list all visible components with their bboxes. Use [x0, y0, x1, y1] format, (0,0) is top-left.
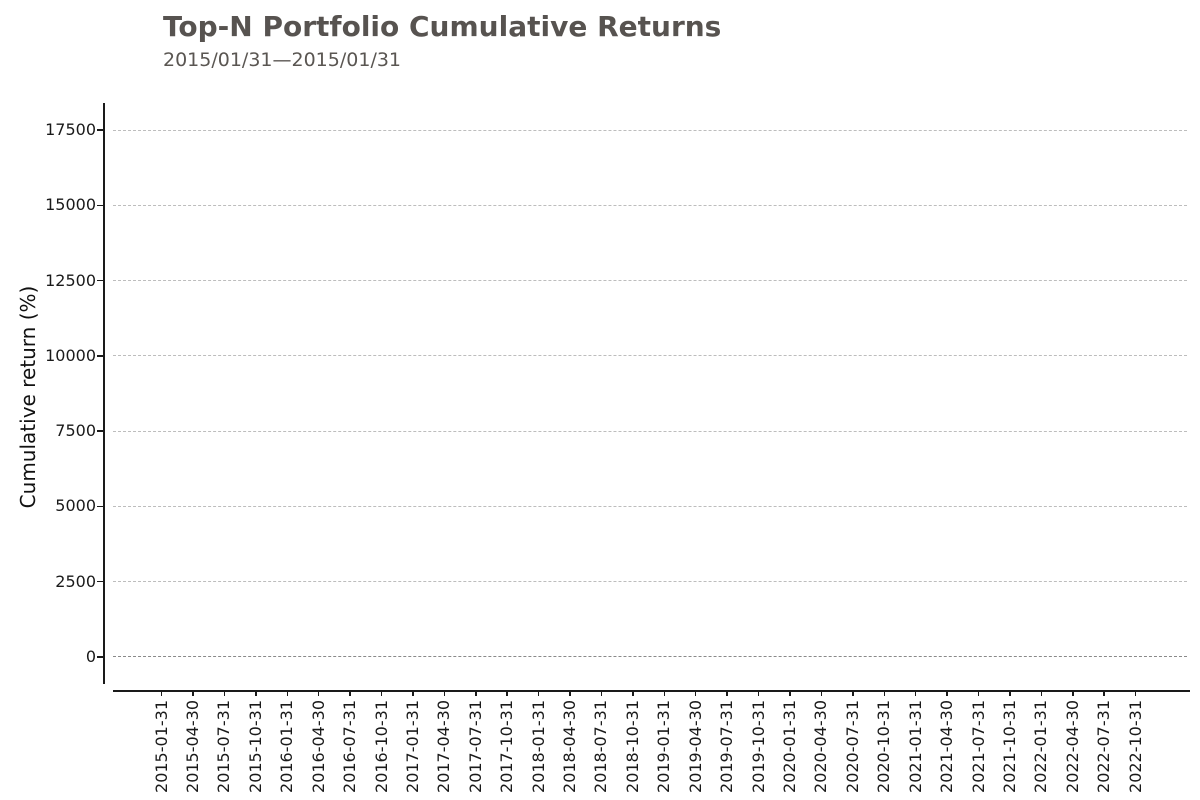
gridline [113, 581, 1187, 583]
x-tick-label: 2021-10-31 [999, 700, 1019, 793]
x-tick-label: 2021-07-31 [968, 700, 988, 793]
x-tick-label: 2020-07-31 [842, 700, 862, 793]
y-tick-mark [97, 580, 104, 583]
y-axis-spine [103, 103, 105, 684]
y-tick-mark [97, 656, 104, 658]
y-tick-mark [97, 430, 104, 432]
y-tick-label: 17500 [45, 120, 96, 140]
x-tick-mark [852, 691, 854, 697]
y-tick-label: 0 [85, 646, 96, 666]
x-tick-mark [914, 691, 917, 697]
x-tick-mark [1072, 691, 1074, 697]
x-tick-label: 2017-04-30 [434, 700, 454, 793]
y-tick-mark [97, 204, 104, 207]
x-tick-mark [883, 691, 885, 697]
x-tick-label: 2022-04-30 [1062, 700, 1082, 793]
x-tick-label: 2018-10-31 [622, 700, 642, 793]
x-tick-label: 2021-04-30 [937, 700, 957, 793]
x-tick-mark [1134, 691, 1137, 697]
x-tick-mark [789, 691, 791, 697]
y-tick-label: 15000 [45, 195, 96, 215]
x-tick-label: 2019-10-31 [748, 700, 768, 793]
x-tick-label: 2015-10-31 [245, 700, 265, 793]
x-tick-mark [946, 691, 948, 697]
x-tick-mark [1103, 691, 1105, 697]
x-tick-label: 2019-04-30 [685, 700, 705, 793]
x-tick-label: 2020-01-31 [780, 700, 799, 793]
x-tick-mark [506, 691, 508, 697]
x-tick-mark [443, 691, 446, 697]
x-tick-mark [1009, 691, 1011, 697]
y-tick-mark [97, 279, 104, 282]
x-tick-mark [757, 691, 760, 697]
x-tick-label: 2017-07-31 [465, 700, 485, 793]
gridline [113, 505, 1187, 507]
x-tick-mark [977, 691, 980, 697]
gridline [113, 129, 1187, 131]
x-tick-mark [537, 691, 540, 697]
x-tick-mark [694, 691, 697, 697]
x-tick-mark [726, 691, 728, 697]
x-tick-mark [632, 691, 634, 697]
gridline [113, 355, 1187, 357]
x-tick-label: 2019-07-31 [717, 700, 737, 793]
zero-gridline [113, 656, 1187, 658]
y-axis-label: Cumulative return (%) [16, 285, 40, 509]
x-tick-mark [663, 691, 666, 697]
chart-subtitle: 2015/01/31—2015/01/31 [163, 49, 402, 71]
x-tick-mark [160, 691, 163, 697]
x-tick-label: 2016-01-31 [277, 700, 297, 793]
x-tick-mark [380, 691, 383, 697]
x-tick-mark [475, 691, 477, 697]
x-tick-label: 2016-04-30 [308, 700, 328, 793]
x-tick-mark [412, 691, 414, 697]
x-tick-label: 2019-01-31 [654, 700, 674, 793]
y-tick-label: 5000 [55, 496, 96, 516]
x-tick-label: 2018-04-30 [560, 700, 580, 793]
x-tick-mark [1040, 691, 1043, 697]
y-tick-mark [97, 505, 104, 508]
x-tick-label: 2015-04-30 [183, 700, 203, 793]
x-tick-label: 2022-10-31 [1125, 700, 1145, 793]
x-tick-label: 2020-10-31 [874, 700, 894, 793]
gridline [113, 280, 1187, 282]
x-tick-mark [255, 691, 257, 697]
y-tick-label: 10000 [45, 345, 96, 365]
x-axis-spine [113, 690, 1190, 692]
y-tick-mark [97, 355, 104, 357]
x-tick-mark [600, 691, 603, 697]
y-tick-mark [97, 129, 104, 131]
x-tick-label: 2020-04-30 [811, 700, 831, 793]
chart-title: Top-N Portfolio Cumulative Returns [163, 10, 722, 43]
x-tick-label: 2021-01-31 [905, 700, 925, 793]
plot-area [113, 103, 1187, 684]
gridline [113, 430, 1187, 432]
y-tick-label: 12500 [45, 270, 96, 290]
x-tick-label: 2017-10-31 [497, 700, 517, 793]
x-tick-label: 2018-07-31 [591, 700, 611, 793]
x-tick-label: 2016-07-31 [340, 700, 360, 793]
x-tick-label: 2015-01-31 [151, 700, 171, 793]
x-tick-mark [349, 691, 351, 697]
x-tick-label: 2016-10-31 [371, 700, 391, 793]
y-tick-label: 7500 [55, 421, 96, 441]
x-tick-mark [569, 691, 571, 697]
x-tick-label: 2015-07-31 [214, 700, 234, 793]
gridline [113, 204, 1187, 206]
x-tick-label: 2017-01-31 [402, 700, 422, 793]
x-tick-label: 2022-01-31 [1031, 700, 1051, 793]
x-tick-label: 2022-07-31 [1094, 700, 1114, 793]
x-tick-mark [820, 691, 823, 697]
y-tick-label: 2500 [55, 571, 96, 591]
x-tick-mark [286, 691, 289, 697]
x-tick-mark [223, 691, 226, 697]
x-tick-mark [192, 691, 194, 697]
x-tick-label: 2018-01-31 [528, 700, 548, 793]
x-tick-mark [317, 691, 320, 697]
